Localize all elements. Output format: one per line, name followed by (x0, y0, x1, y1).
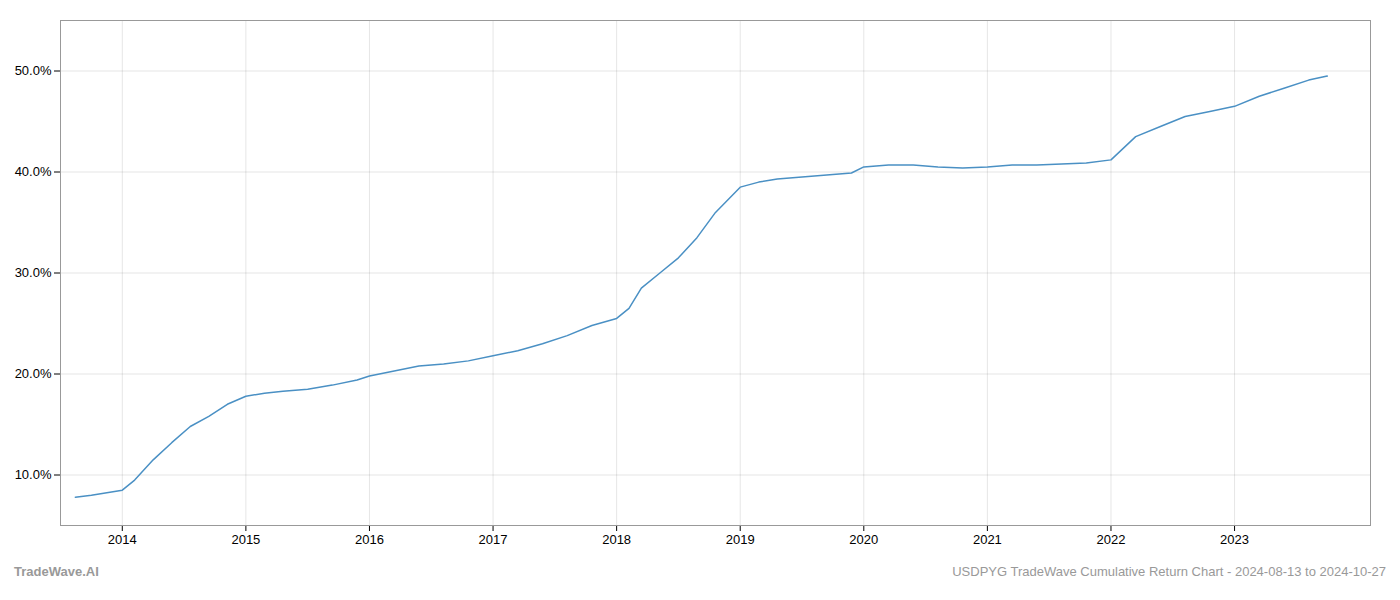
svg-text:2014: 2014 (108, 532, 137, 547)
svg-text:40.0%: 40.0% (15, 164, 52, 179)
svg-text:2021: 2021 (973, 532, 1002, 547)
svg-text:2015: 2015 (231, 532, 260, 547)
svg-text:2022: 2022 (1097, 532, 1126, 547)
svg-text:2017: 2017 (479, 532, 508, 547)
svg-text:2020: 2020 (849, 532, 878, 547)
svg-text:2018: 2018 (602, 532, 631, 547)
html-text:TradeWave.AI: TradeWave.AI (14, 564, 99, 579)
svg-text:20.0%: 20.0% (15, 366, 52, 381)
svg-text:2023: 2023 (1220, 532, 1249, 547)
svg-text:10.0%: 10.0% (15, 467, 52, 482)
svg-text:30.0%: 30.0% (15, 265, 52, 280)
svg-text:50.0%: 50.0% (15, 63, 52, 78)
svg-text:2019: 2019 (726, 532, 755, 547)
html-text:USDPYG TradeWave Cumulative Re: USDPYG TradeWave Cumulative Return Chart… (952, 564, 1386, 579)
svg-text:2016: 2016 (355, 532, 384, 547)
